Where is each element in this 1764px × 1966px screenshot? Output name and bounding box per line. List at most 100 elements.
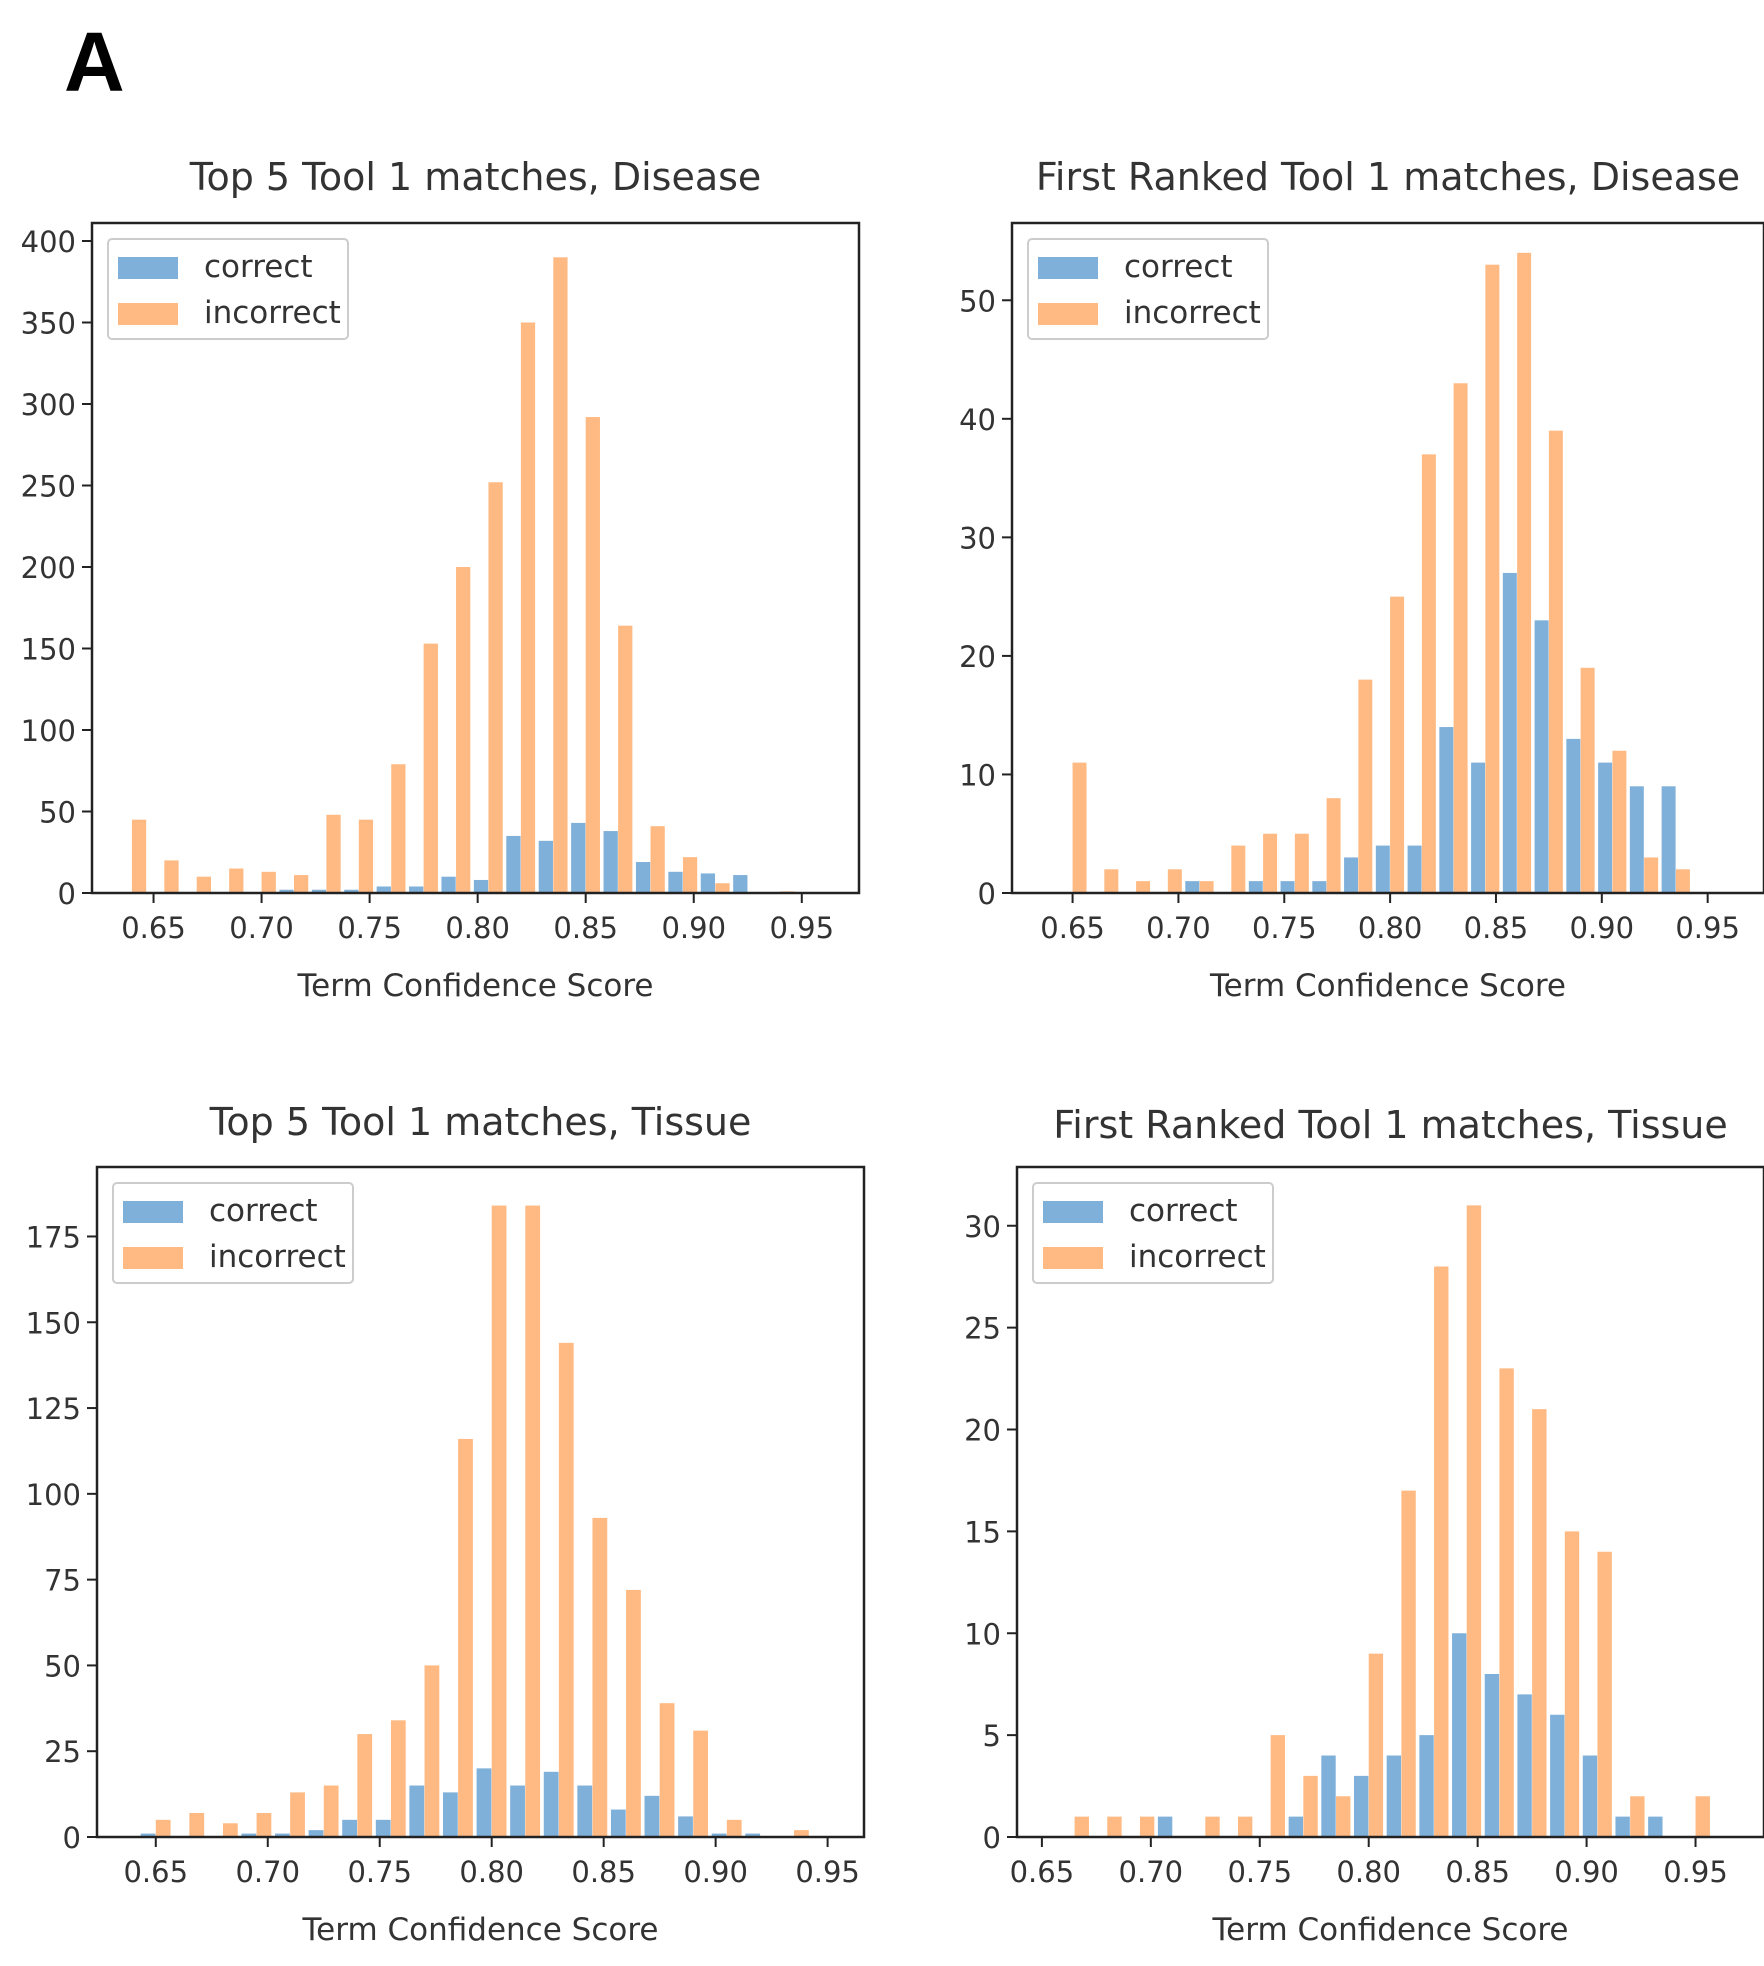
bar-correct xyxy=(241,1833,257,1837)
bar-correct xyxy=(610,1809,626,1837)
plot-frame xyxy=(90,221,861,895)
bar-incorrect xyxy=(1358,679,1373,893)
bar-correct xyxy=(1598,762,1613,893)
x-tick-label: 0.75 xyxy=(1252,911,1317,945)
y-tick-label: 150 xyxy=(21,633,76,667)
bar-correct xyxy=(1157,1816,1173,1837)
chart-title: Top 5 Tool 1 matches, Tissue xyxy=(209,1100,752,1144)
x-tick-label: 0.80 xyxy=(1336,1855,1401,1889)
bar-correct xyxy=(1407,845,1422,893)
chart-title: First Ranked Tool 1 matches, Disease xyxy=(1036,155,1740,199)
bar-correct xyxy=(510,1785,525,1837)
x-tick-label: 0.90 xyxy=(661,911,726,945)
legend-label-incorrect: incorrect xyxy=(1129,1239,1266,1275)
bar-incorrect xyxy=(1532,1409,1547,1837)
bar-correct xyxy=(700,873,716,893)
panel-label: A xyxy=(64,15,125,109)
bar-incorrect xyxy=(1517,252,1532,893)
legend-swatch-incorrect xyxy=(118,303,178,325)
bar-correct xyxy=(711,1833,727,1837)
bar-correct xyxy=(1312,881,1327,893)
bar-correct xyxy=(1280,881,1295,893)
x-axis-label: Term Confidence Score xyxy=(302,1912,659,1948)
bar-incorrect xyxy=(1167,869,1182,893)
bar-incorrect xyxy=(1421,454,1436,893)
bar-incorrect xyxy=(261,871,276,893)
bar-incorrect xyxy=(1263,833,1278,893)
x-tick-label: 0.95 xyxy=(1663,1855,1728,1889)
y-tick-label: 75 xyxy=(44,1564,81,1598)
bar-correct xyxy=(1288,1816,1304,1837)
y-tick-label: 100 xyxy=(26,1478,81,1512)
bar-incorrect xyxy=(1072,762,1087,893)
bar-incorrect xyxy=(458,1438,473,1837)
bar-incorrect xyxy=(659,1703,675,1837)
bar-incorrect xyxy=(1104,869,1119,893)
bar-incorrect xyxy=(222,1823,238,1837)
bar-incorrect xyxy=(358,819,374,893)
bar-incorrect xyxy=(1453,383,1468,893)
y-tick-label: 50 xyxy=(44,1649,81,1683)
bar-correct xyxy=(1419,1735,1434,1837)
bar-incorrect xyxy=(391,764,406,893)
legend-label-incorrect: incorrect xyxy=(204,295,341,331)
bar-incorrect xyxy=(456,567,471,893)
legend-swatch-correct xyxy=(123,1201,183,1223)
x-tick-label: 0.80 xyxy=(445,911,510,945)
bar-correct xyxy=(409,886,424,893)
bar-incorrect xyxy=(1074,1816,1089,1837)
legend-swatch-incorrect xyxy=(1043,1247,1103,1269)
legend-swatch-incorrect xyxy=(123,1247,183,1269)
bar-incorrect xyxy=(1675,869,1690,893)
bar-correct xyxy=(571,822,586,893)
bar-incorrect xyxy=(650,826,665,893)
bar-incorrect xyxy=(1237,1816,1253,1837)
bar-incorrect xyxy=(1368,1653,1384,1837)
x-tick-label: 0.70 xyxy=(1119,1855,1184,1889)
x-tick-label: 0.85 xyxy=(571,1855,636,1889)
bar-incorrect xyxy=(229,868,244,893)
bar-incorrect xyxy=(326,814,341,893)
x-tick-label: 0.85 xyxy=(553,911,618,945)
bar-correct xyxy=(668,871,683,893)
x-tick-label: 0.90 xyxy=(1554,1855,1619,1889)
bar-incorrect xyxy=(682,857,698,893)
legend-swatch-correct xyxy=(1038,257,1098,279)
legend-label-correct: correct xyxy=(204,249,313,285)
bar-incorrect xyxy=(1205,1816,1220,1837)
y-tick-label: 0 xyxy=(63,1821,81,1855)
bar-correct xyxy=(1354,1775,1369,1837)
x-tick-label: 0.80 xyxy=(1358,911,1423,945)
bar-correct xyxy=(1566,738,1581,893)
bar-correct xyxy=(745,1833,761,1837)
bar-correct xyxy=(1471,762,1486,893)
bar-incorrect xyxy=(423,643,438,893)
bar-correct xyxy=(1517,1694,1532,1837)
bar-incorrect xyxy=(491,1205,507,1837)
bar-correct xyxy=(1321,1755,1336,1837)
legend-swatch-correct xyxy=(1043,1201,1103,1223)
bar-incorrect xyxy=(585,417,600,893)
bar-correct xyxy=(308,1830,324,1837)
legend-label-correct: correct xyxy=(209,1193,318,1229)
bar-incorrect xyxy=(488,482,503,893)
y-tick-label: 125 xyxy=(26,1392,81,1426)
x-tick-label: 0.65 xyxy=(1010,1855,1075,1889)
bar-correct xyxy=(1439,727,1454,893)
plot-frame xyxy=(1015,1165,1764,1839)
y-tick-label: 0 xyxy=(978,877,996,911)
x-axis-label: Term Confidence Score xyxy=(1212,1912,1569,1948)
bar-correct xyxy=(376,886,391,893)
bar-incorrect xyxy=(390,1720,406,1837)
bar-correct xyxy=(577,1785,593,1837)
bar-correct xyxy=(1344,857,1359,893)
legend-swatch-correct xyxy=(118,257,178,279)
bar-incorrect xyxy=(558,1342,574,1837)
x-tick-label: 0.95 xyxy=(769,911,834,945)
bar-correct xyxy=(1550,1714,1565,1837)
bar-correct xyxy=(1502,572,1517,893)
y-tick-label: 100 xyxy=(21,714,76,748)
bar-correct xyxy=(1661,786,1676,893)
y-tick-label: 30 xyxy=(964,1210,1001,1244)
bar-incorrect xyxy=(290,1792,305,1837)
